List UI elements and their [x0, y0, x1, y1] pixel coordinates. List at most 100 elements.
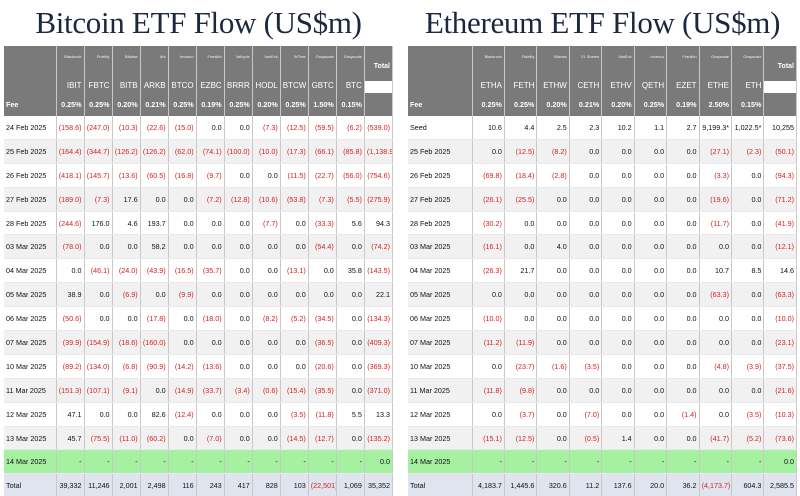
flow-value: (18.6) — [112, 330, 141, 355]
ticker-row: ETHA FETH ETHW CETH ETHV QETH EZET ETHE ETH Total — [408, 54, 797, 93]
ticker-label: IBIT — [56, 66, 85, 93]
flow-value: 0.0 — [56, 258, 85, 284]
flow-value: (18.0) — [196, 306, 225, 332]
flow-value: 0.0 — [84, 234, 113, 260]
table-row: Seed 10.6 4.4 2.5 2.3 10.2 1.1 2.7 9,199.3* 1,022… — [408, 116, 797, 140]
flow-value: 0.0 — [308, 258, 337, 284]
flow-value: (15.0) — [168, 116, 197, 140]
flow-value: (26.1) — [472, 187, 505, 212]
flow-value: 0.0 — [666, 234, 700, 260]
flow-value: - — [336, 449, 365, 475]
total-value: (22,501) — [308, 473, 337, 496]
flow-value: (244.6) — [56, 211, 85, 236]
flow-value: (75.5) — [84, 426, 113, 451]
fee-value: 0.20% — [536, 93, 570, 116]
flow-value: (33.7) — [196, 378, 225, 403]
row-date: 12 Mar 2025 — [408, 402, 473, 427]
ethereum-flow-table: Blackrock Fidelity Bitwise 21 Shares VanEck I… — [408, 46, 797, 496]
fee-value: 0.20% — [252, 93, 281, 116]
total-value: 2,001 — [112, 473, 141, 496]
flow-value: - — [601, 449, 635, 475]
flow-value: (4.8) — [699, 354, 733, 379]
flow-value: 0.0 — [601, 402, 635, 427]
flow-value: (7.3) — [252, 116, 281, 140]
flow-value: - — [308, 449, 337, 475]
flow-value: (135.2) — [364, 426, 394, 451]
row-date: 25 Feb 2025 — [4, 139, 57, 164]
flow-value: 0.0 — [504, 234, 538, 260]
flow-value: - — [634, 449, 668, 475]
flow-value: 0.0 — [336, 234, 365, 260]
flow-value: 0.0 — [196, 211, 225, 236]
flow-value: 0.0 — [601, 187, 635, 212]
flow-value: - — [666, 449, 700, 475]
flow-value: 0.0 — [224, 426, 253, 451]
table-row: 06 Mar 2025 (10.0) 0.0 0.0 0.0 0.0 0.0 0.0 0.0 0.… — [408, 306, 797, 332]
total-value: 11,246 — [84, 473, 113, 496]
flow-value: 0.0 — [731, 211, 765, 236]
flow-value: (7.7) — [252, 211, 281, 236]
flow-value: (369.3) — [364, 354, 394, 379]
fee-value: 0.20% — [601, 93, 635, 116]
row-date: 28 Feb 2025 — [4, 211, 57, 236]
flow-value: 0.0 — [168, 234, 197, 260]
table-row: 10 Mar 2025 (89.2) (134.0) (6.8) (90.9) (14.2… — [4, 354, 394, 379]
total-value: 116 — [168, 473, 197, 496]
flow-value: 0.0 — [140, 282, 169, 308]
table-row: 07 Mar 2025 (39.9) (154.9) (18.6) (160.0) 0.0… — [4, 330, 394, 355]
flow-value: (41.7) — [699, 426, 733, 451]
flow-value: 0.0 — [634, 306, 668, 332]
flow-value: (14.5) — [280, 426, 309, 451]
flow-value: (46.1) — [84, 258, 113, 284]
ethereum-title: Ethereum ETF Flow (US$m) — [424, 5, 781, 40]
flow-value: - — [168, 449, 197, 475]
flow-value: 0.0 — [112, 402, 141, 427]
flow-value: 0.0 — [536, 402, 570, 427]
flow-value: - — [224, 449, 253, 475]
issuer-label: Ark — [140, 46, 169, 66]
flow-value: (12.8) — [224, 187, 253, 212]
flow-value: 0.0 — [224, 234, 253, 260]
flow-value: (12.5) — [504, 139, 538, 164]
flow-value: 0.0 — [280, 282, 309, 308]
flow-value: 0.0 — [634, 354, 668, 379]
fee-value — [763, 93, 797, 116]
ticker-label: ETH — [731, 66, 765, 93]
total-value: (4,173.7) — [699, 473, 733, 496]
flow-value: 0.0 — [536, 282, 570, 308]
flow-value: 9,199.3* — [699, 116, 733, 140]
flow-value: 0.0 — [536, 330, 570, 355]
flow-value: (43.9) — [140, 258, 169, 284]
flow-value: - — [536, 449, 570, 475]
flow-value: (0.6) — [252, 378, 281, 403]
flow-value: (27.1) — [699, 139, 733, 164]
flow-value: 8.5 — [731, 258, 765, 284]
flow-value: 0.0 — [601, 258, 635, 284]
flow-value: 0.0 — [196, 282, 225, 308]
flow-value: (11.0) — [112, 426, 141, 451]
ticker-row: IBIT FBTC BITB ARKB BTCO EZBC BRRR HODL BTCW GBTC… — [4, 54, 394, 93]
table-row: 13 Mar 2025 (15.1) (12.5) 0.0 (0.5) 1.4 0.0 0.0… — [408, 426, 797, 451]
flow-value: - — [140, 449, 169, 475]
table-row-highlighted: 14 Mar 2025- - - - - - - - - - -0.0 — [4, 449, 394, 475]
flow-value: - — [472, 449, 505, 475]
issuer-label: Blackrock — [56, 46, 85, 66]
issuer-label: Bitwise — [536, 46, 570, 66]
row-date: Seed — [408, 116, 473, 140]
flow-value: 1.1 — [634, 116, 668, 140]
flow-value: 0.0 — [280, 330, 309, 355]
flow-value: (7.3) — [84, 187, 113, 212]
flow-value: 0.0 — [634, 211, 668, 236]
flow-value: (164.4) — [56, 139, 85, 164]
flow-value: 0.0 — [168, 306, 197, 332]
issuer-label: Invesco — [168, 46, 197, 66]
flow-value: 0.0 — [699, 402, 733, 427]
flow-value: (107.1) — [84, 378, 113, 403]
flow-value: (13.6) — [196, 354, 225, 379]
flow-value: (8.2) — [252, 306, 281, 332]
total-row: Total 4,183.7 1,445.6 320.6 11.2 137.6 20.0 36.… — [408, 473, 797, 496]
fee-value: 0.20% — [112, 93, 141, 116]
flow-value: (63.3) — [699, 282, 733, 308]
flow-value: 0.0 — [536, 426, 570, 451]
flow-value: 5.5 — [336, 402, 365, 427]
